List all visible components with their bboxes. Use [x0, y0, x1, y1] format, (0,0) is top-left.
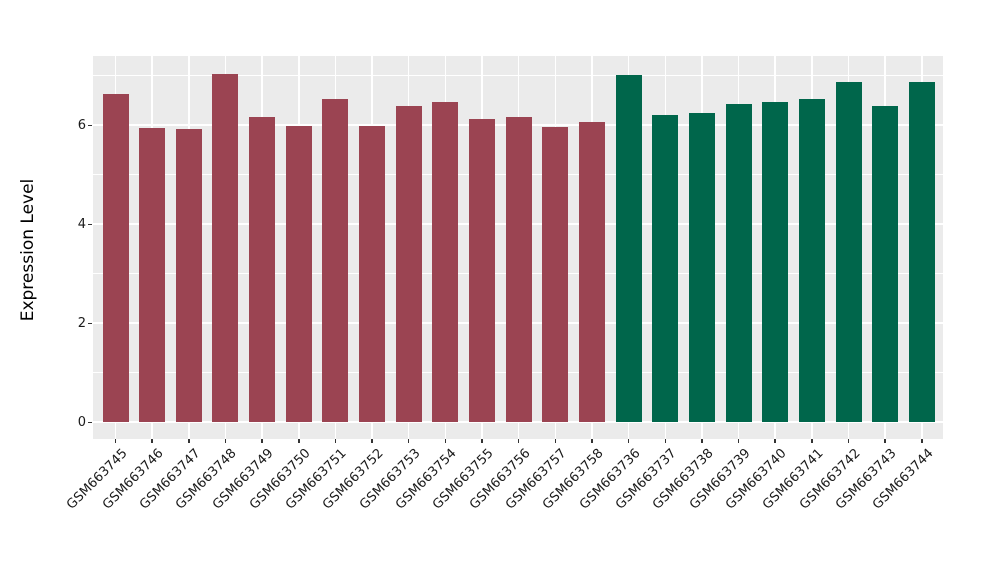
x-tick-mark-GSM663738	[701, 439, 703, 443]
x-tick-mark-GSM663745	[114, 439, 117, 443]
x-tick-mark-GSM663748	[224, 439, 227, 443]
bar-GSM663758	[578, 122, 605, 423]
y-tick-mark-6	[88, 124, 92, 127]
bar-GSM663753	[395, 105, 422, 423]
x-tick-mark-GSM663742	[847, 439, 850, 443]
bar-GSM663745	[102, 93, 129, 423]
y-tick-label-4: 4	[77, 216, 86, 232]
bar-GSM663744	[908, 82, 935, 423]
x-tick-mark-GSM663739	[737, 439, 740, 443]
x-tick-mark-GSM663751	[334, 439, 337, 443]
x-tick-mark-GSM663754	[444, 439, 447, 443]
x-tick-mark-GSM663756	[517, 439, 520, 443]
y-tick-mark-4	[88, 223, 92, 226]
bar-GSM663747	[175, 129, 202, 423]
x-tick-mark-GSM663757	[554, 439, 557, 443]
bar-GSM663756	[505, 116, 532, 423]
x-tick-mark-GSM663737	[664, 439, 666, 443]
x-tick-mark-GSM663750	[298, 439, 300, 443]
bar-GSM663749	[249, 116, 276, 423]
bar-GSM663738	[688, 113, 715, 423]
bar-GSM663741	[798, 98, 825, 423]
x-tick-mark-GSM663758	[591, 439, 593, 443]
x-tick-mark-GSM663753	[407, 439, 410, 443]
y-tick-label-6: 6	[77, 117, 86, 133]
x-tick-mark-GSM663741	[811, 439, 813, 443]
x-tick-mark-GSM663746	[151, 439, 153, 443]
bar-GSM663740	[762, 101, 789, 423]
bar-GSM663742	[835, 82, 862, 423]
x-tick-mark-GSM663740	[774, 439, 776, 443]
bar-GSM663754	[432, 101, 459, 423]
bar-GSM663757	[542, 126, 569, 423]
x-tick-mark-GSM663752	[371, 439, 373, 443]
y-tick-mark-0	[88, 421, 92, 424]
x-tick-mark-GSM663743	[884, 439, 886, 443]
y-tick-mark-2	[88, 322, 92, 325]
x-tick-mark-GSM663736	[627, 439, 630, 443]
bar-GSM663737	[652, 114, 679, 423]
plot-area	[93, 56, 943, 439]
bar-GSM663748	[212, 73, 239, 423]
bar-GSM663752	[359, 126, 386, 423]
bar-GSM663743	[872, 105, 899, 423]
bar-GSM663750	[285, 126, 312, 423]
bar-GSM663736	[615, 74, 642, 423]
x-tick-mark-GSM663755	[481, 439, 483, 443]
bar-GSM663739	[725, 103, 752, 423]
y-axis-title: Expression Level	[18, 178, 38, 322]
x-tick-mark-GSM663744	[921, 439, 923, 443]
y-tick-label-2: 2	[77, 315, 86, 331]
x-tick-mark-GSM663747	[188, 439, 190, 443]
bar-GSM663751	[322, 99, 349, 423]
y-tick-label-0: 0	[77, 414, 86, 430]
bar-GSM663755	[469, 118, 495, 423]
x-tick-mark-GSM663749	[261, 439, 263, 443]
bar-GSM663746	[139, 128, 166, 423]
